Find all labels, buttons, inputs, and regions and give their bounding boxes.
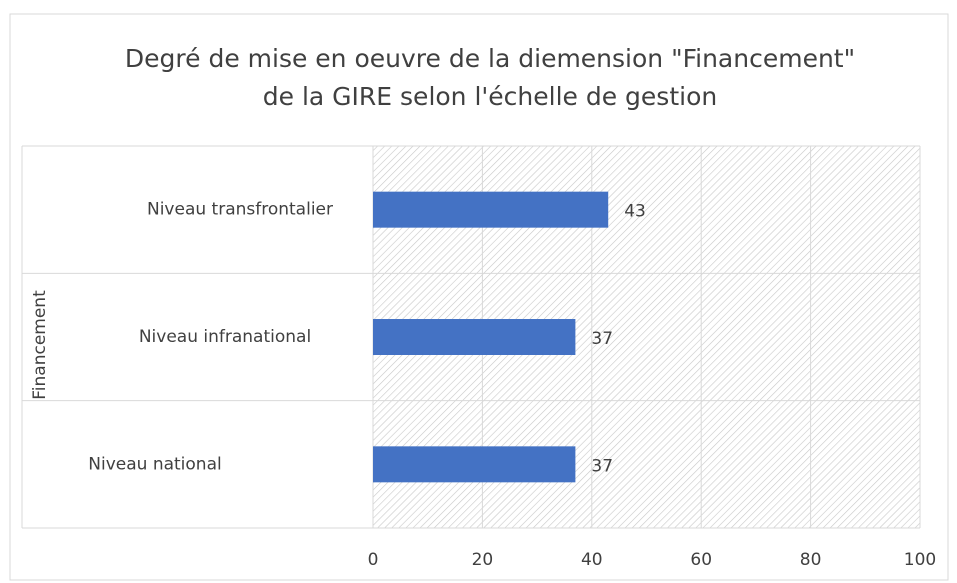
bar <box>373 191 609 228</box>
data-label: 37 <box>591 456 613 476</box>
x-tick-label: 20 <box>472 550 494 570</box>
y-tick-label: Niveau national <box>88 454 221 474</box>
y-tick-label: Niveau infranational <box>139 327 311 347</box>
bar <box>373 319 576 355</box>
x-tick-label: 80 <box>800 550 822 570</box>
x-tick-label: 60 <box>690 550 712 570</box>
x-tick-label: 100 <box>904 550 936 570</box>
chart-title: Degré de mise en oeuvre de la diemension… <box>125 44 855 73</box>
data-label: 43 <box>624 202 646 222</box>
chart-title: de la GIRE selon l'échelle de gestion <box>263 82 717 111</box>
data-label: 37 <box>591 329 613 349</box>
x-tick-label: 40 <box>581 550 603 570</box>
bar <box>373 446 576 483</box>
x-tick-label: 0 <box>368 550 379 570</box>
y-tick-label: Niveau transfrontalier <box>147 200 333 220</box>
y-axis-label: Financement <box>30 290 50 400</box>
